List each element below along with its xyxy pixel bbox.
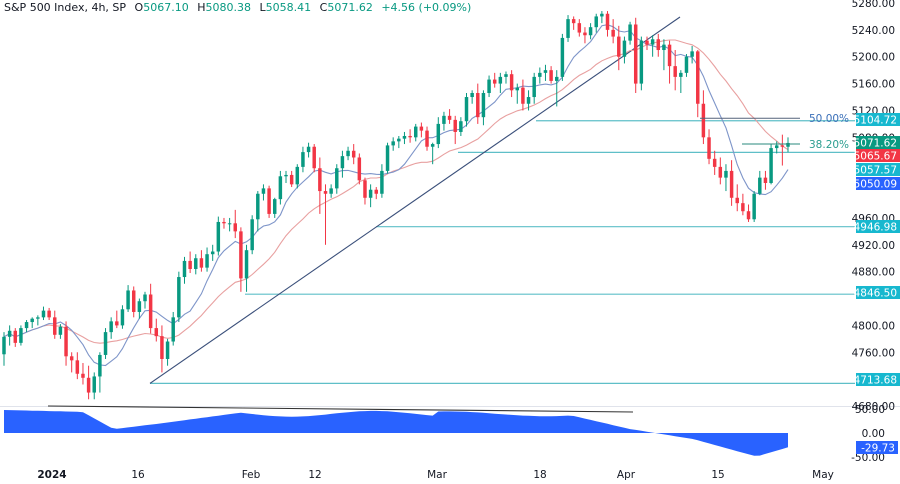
time-tick: 15 bbox=[711, 469, 724, 481]
time-tick: Apr bbox=[617, 469, 636, 481]
high-label: H bbox=[197, 1, 206, 14]
high-value: 5080.38 bbox=[205, 1, 252, 14]
time-tick: 12 bbox=[308, 469, 321, 481]
price-tag bbox=[856, 163, 900, 176]
low-label: L bbox=[259, 1, 266, 14]
trendlines bbox=[149, 16, 681, 384]
oscillator-tick: 0.00 bbox=[862, 428, 885, 440]
price-tag bbox=[856, 113, 900, 126]
price-tick: 4800.00 bbox=[852, 320, 895, 332]
open-value: 5067.10 bbox=[143, 1, 189, 14]
uptrend-line[interactable] bbox=[149, 16, 681, 384]
price-tick: 5200.00 bbox=[852, 52, 895, 64]
chart-legend: S&P 500 Index, 4h, SP O5067.10 H5080.38 … bbox=[4, 1, 471, 14]
time-tick: Mar bbox=[427, 469, 447, 481]
close-label: C bbox=[319, 1, 328, 14]
time-tick: 16 bbox=[131, 469, 145, 481]
price-tag-value: 4846.50 bbox=[854, 288, 897, 300]
horizontal-levels bbox=[150, 120, 855, 384]
close-value: 5071.62 bbox=[327, 1, 373, 14]
fib-label: 50.00% bbox=[809, 113, 849, 125]
oscillator-tick: -50.00 bbox=[851, 452, 885, 464]
time-tick: Feb bbox=[242, 469, 261, 481]
price-tag bbox=[856, 286, 900, 299]
fibonacci-levels: 50.00% 38.20% bbox=[700, 113, 849, 151]
price-tag bbox=[856, 373, 900, 386]
time-tick: May bbox=[812, 469, 834, 481]
fib-label: 38.20% bbox=[809, 139, 849, 151]
price-tag bbox=[856, 136, 900, 149]
price-tag bbox=[856, 149, 900, 162]
oscillator-pane bbox=[0, 405, 900, 456]
price-tick: 4760.00 bbox=[852, 347, 895, 359]
symbol-title: S&P 500 Index, 4h, SP bbox=[4, 1, 127, 14]
price-tag-value: 5071.62 bbox=[854, 138, 897, 150]
price-tick: 5280.00 bbox=[852, 0, 895, 10]
price-tick: 4680.00 bbox=[852, 401, 895, 413]
price-tick: 4880.00 bbox=[852, 267, 895, 279]
open-label: O bbox=[134, 1, 144, 14]
price-tag bbox=[856, 220, 900, 233]
candlesticks bbox=[2, 11, 790, 400]
price-tick: 5240.00 bbox=[852, 25, 895, 37]
time-axis[interactable]: 2024 16 Feb 12 Mar 18 Apr 15 May bbox=[37, 469, 833, 481]
price-tag-value: 4946.98 bbox=[854, 222, 897, 234]
oscillator-tick: 50.00 bbox=[855, 404, 885, 416]
price-tag-value: 5065.67 bbox=[854, 151, 897, 163]
low-value: 5058.41 bbox=[265, 1, 312, 14]
change-value: +4.56 (+0.09%) bbox=[381, 1, 472, 14]
price-tag-value: 5057.57 bbox=[854, 165, 897, 177]
time-tick: 18 bbox=[533, 469, 546, 481]
oscillator-value-tag bbox=[856, 441, 898, 454]
time-tick: 2024 bbox=[37, 469, 66, 481]
price-tick: 4920.00 bbox=[852, 240, 895, 252]
price-tag-value: 4713.68 bbox=[854, 375, 897, 387]
price-tag bbox=[856, 177, 900, 190]
oscillator-trendline[interactable] bbox=[47, 405, 634, 413]
price-tick: 5160.00 bbox=[852, 79, 895, 91]
oscillator-area bbox=[4, 410, 788, 456]
price-tag-value: 5104.72 bbox=[854, 115, 897, 127]
slow-ma-line bbox=[3, 39, 789, 344]
oscillator-value: -29.73 bbox=[861, 443, 895, 455]
price-tag-value: 5050.09 bbox=[854, 179, 897, 191]
